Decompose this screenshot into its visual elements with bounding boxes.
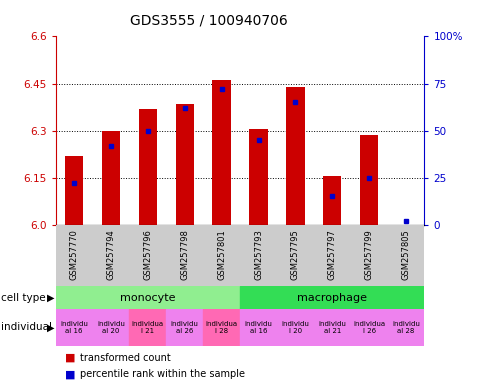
Text: GSM257798: GSM257798 [180,229,189,280]
Text: GSM257793: GSM257793 [254,229,262,280]
Text: cell type: cell type [1,293,45,303]
Text: ■: ■ [65,369,76,379]
Text: individual: individual [1,322,52,333]
Text: GSM257796: GSM257796 [143,229,152,280]
Bar [387,309,424,346]
Bar [359,135,378,225]
Bar [322,176,341,225]
Text: GSM257797: GSM257797 [327,229,336,280]
Text: percentile rank within the sample: percentile rank within the sample [80,369,244,379]
Bar [240,309,276,346]
Bar [56,286,240,309]
Text: individu
al 16: individu al 16 [60,321,88,334]
Bar [102,131,120,225]
Bar [313,309,350,346]
Text: macrophage: macrophage [297,293,366,303]
Text: ▶: ▶ [47,293,54,303]
Bar [276,309,313,346]
Bar [240,286,424,309]
Bar [65,156,83,225]
Text: GSM257795: GSM257795 [290,229,299,280]
Text: individu
l 20: individu l 20 [281,321,309,334]
Text: individua
l 26: individua l 26 [352,321,384,334]
Text: individua
l 21: individua l 21 [132,321,164,334]
Bar [166,309,203,346]
Bar [350,309,387,346]
Text: GSM257770: GSM257770 [70,229,78,280]
Text: ■: ■ [65,353,76,363]
Bar [92,309,129,346]
Bar [249,129,267,225]
Text: GSM257801: GSM257801 [217,229,226,280]
Text: transformed count: transformed count [80,353,170,363]
Text: GSM257794: GSM257794 [106,229,115,280]
Text: individu
al 26: individu al 26 [170,321,198,334]
Text: individu
al 28: individu al 28 [391,321,419,334]
Text: individua
l 28: individua l 28 [205,321,237,334]
Text: individu
al 21: individu al 21 [318,321,346,334]
Bar [138,109,157,225]
Text: GSM257799: GSM257799 [364,229,373,280]
Text: GSM257805: GSM257805 [401,229,409,280]
Bar [175,104,194,225]
Bar [56,309,92,346]
Bar [129,309,166,346]
Bar [212,80,230,225]
Bar [203,309,240,346]
Text: individu
al 20: individu al 20 [97,321,125,334]
Bar [286,87,304,225]
Text: individu
al 16: individu al 16 [244,321,272,334]
Text: ▶: ▶ [47,322,54,333]
Text: monocyte: monocyte [120,293,175,303]
Text: GDS3555 / 100940706: GDS3555 / 100940706 [129,13,287,27]
